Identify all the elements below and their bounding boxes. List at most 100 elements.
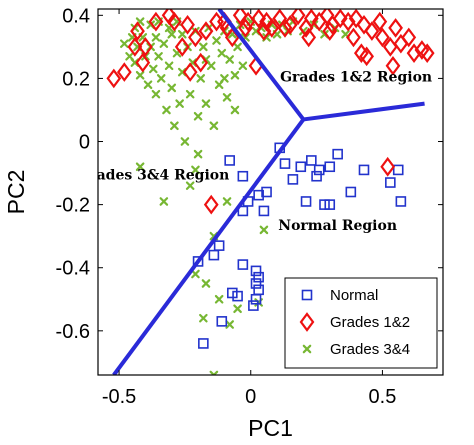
data-point bbox=[358, 164, 370, 176]
data-point bbox=[248, 300, 259, 311]
data-point bbox=[193, 52, 209, 73]
data-point bbox=[253, 271, 264, 283]
data-point bbox=[237, 170, 249, 182]
data-point bbox=[116, 62, 132, 82]
data-point bbox=[311, 170, 322, 182]
data-point bbox=[256, 21, 272, 41]
data-point bbox=[167, 83, 177, 93]
data-point bbox=[332, 9, 348, 29]
boundary-line bbox=[217, 9, 306, 121]
data-point bbox=[340, 11, 356, 32]
data-point bbox=[295, 161, 307, 173]
data-point bbox=[277, 18, 293, 38]
data-point bbox=[225, 320, 234, 329]
region-label: Grades 3&4 Region bbox=[77, 167, 229, 183]
data-point bbox=[167, 29, 177, 39]
plot-area: Grades 1&2 Region Grades 3&4 Region Normal… bbox=[77, 8, 444, 376]
y-tick-label: 0.4 bbox=[62, 5, 90, 27]
data-point bbox=[303, 9, 319, 29]
data-point bbox=[233, 42, 242, 52]
data-point bbox=[250, 278, 262, 289]
data-point bbox=[209, 370, 219, 375]
data-point bbox=[156, 74, 166, 83]
data-point bbox=[185, 181, 195, 190]
data-point bbox=[185, 89, 195, 99]
series-square bbox=[192, 142, 407, 349]
data-point bbox=[259, 225, 269, 235]
data-point bbox=[135, 70, 145, 80]
data-point bbox=[232, 290, 243, 302]
axis-ticks: -0.5 0 0.5 0.4 0.2 0 -0.2 -0.4 -0.6 bbox=[56, 5, 443, 408]
data-point bbox=[196, 74, 206, 83]
data-point bbox=[306, 155, 317, 166]
data-point bbox=[191, 165, 200, 175]
data-point bbox=[356, 14, 372, 35]
data-point bbox=[385, 55, 401, 76]
data-point bbox=[385, 177, 396, 188]
data-point bbox=[159, 39, 169, 49]
y-tick-label: 0 bbox=[79, 132, 90, 154]
data-point bbox=[166, 11, 182, 32]
data-point bbox=[230, 70, 240, 80]
data-point bbox=[180, 137, 190, 146]
data-point bbox=[188, 27, 203, 48]
y-tick-label: -0.4 bbox=[56, 258, 90, 280]
data-point bbox=[177, 29, 187, 39]
boundary-line bbox=[303, 101, 425, 122]
data-point bbox=[279, 158, 291, 169]
x-tick-label: -0.5 bbox=[102, 386, 136, 408]
legend-marker bbox=[299, 312, 315, 332]
data-point bbox=[198, 21, 214, 41]
data-point bbox=[191, 269, 200, 279]
data-point bbox=[201, 99, 211, 108]
data-point bbox=[313, 164, 325, 176]
data-point bbox=[380, 156, 396, 177]
y-axis-label: PC2 bbox=[3, 170, 29, 215]
data-point bbox=[419, 43, 435, 64]
y-tick-label: -0.6 bbox=[56, 321, 90, 343]
data-point bbox=[258, 205, 270, 217]
data-point bbox=[392, 164, 404, 176]
x-tick-label: 0 bbox=[245, 386, 256, 408]
data-point bbox=[159, 197, 169, 206]
data-point bbox=[250, 293, 262, 305]
data-point bbox=[322, 21, 338, 41]
data-point bbox=[164, 61, 174, 71]
data-point bbox=[120, 39, 129, 49]
data-point bbox=[174, 37, 190, 57]
y-tick-label: 0.2 bbox=[62, 68, 90, 90]
data-point bbox=[232, 9, 248, 26]
data-point bbox=[148, 11, 164, 32]
legend-entry: Normal bbox=[330, 287, 378, 304]
x-axis-label: PC1 bbox=[248, 415, 293, 441]
data-point bbox=[162, 105, 171, 115]
data-point bbox=[222, 197, 232, 206]
plot-inner: Grades 1&2 Region Grades 3&4 Region Normal… bbox=[77, 9, 435, 375]
data-point bbox=[222, 93, 232, 102]
data-point bbox=[220, 74, 229, 83]
data-point bbox=[324, 199, 336, 210]
data-point bbox=[372, 11, 388, 32]
data-point bbox=[253, 189, 264, 201]
data-point bbox=[359, 46, 375, 67]
data-point bbox=[217, 48, 227, 58]
data-point bbox=[401, 27, 417, 48]
data-point bbox=[300, 196, 312, 207]
data-point bbox=[348, 9, 364, 29]
data-point bbox=[182, 62, 198, 82]
data-point bbox=[395, 196, 407, 207]
y-tick-label: -0.2 bbox=[56, 195, 90, 217]
data-point bbox=[170, 121, 179, 131]
data-point bbox=[301, 27, 317, 48]
data-point bbox=[175, 99, 184, 108]
data-point bbox=[199, 313, 208, 323]
data-point bbox=[261, 186, 272, 198]
data-point bbox=[198, 338, 209, 349]
legend-entry: Grades 1&2 bbox=[330, 314, 410, 331]
data-point bbox=[238, 18, 253, 38]
data-point bbox=[143, 80, 153, 90]
data-point bbox=[208, 249, 220, 261]
data-point bbox=[346, 27, 361, 48]
data-point bbox=[225, 55, 234, 64]
